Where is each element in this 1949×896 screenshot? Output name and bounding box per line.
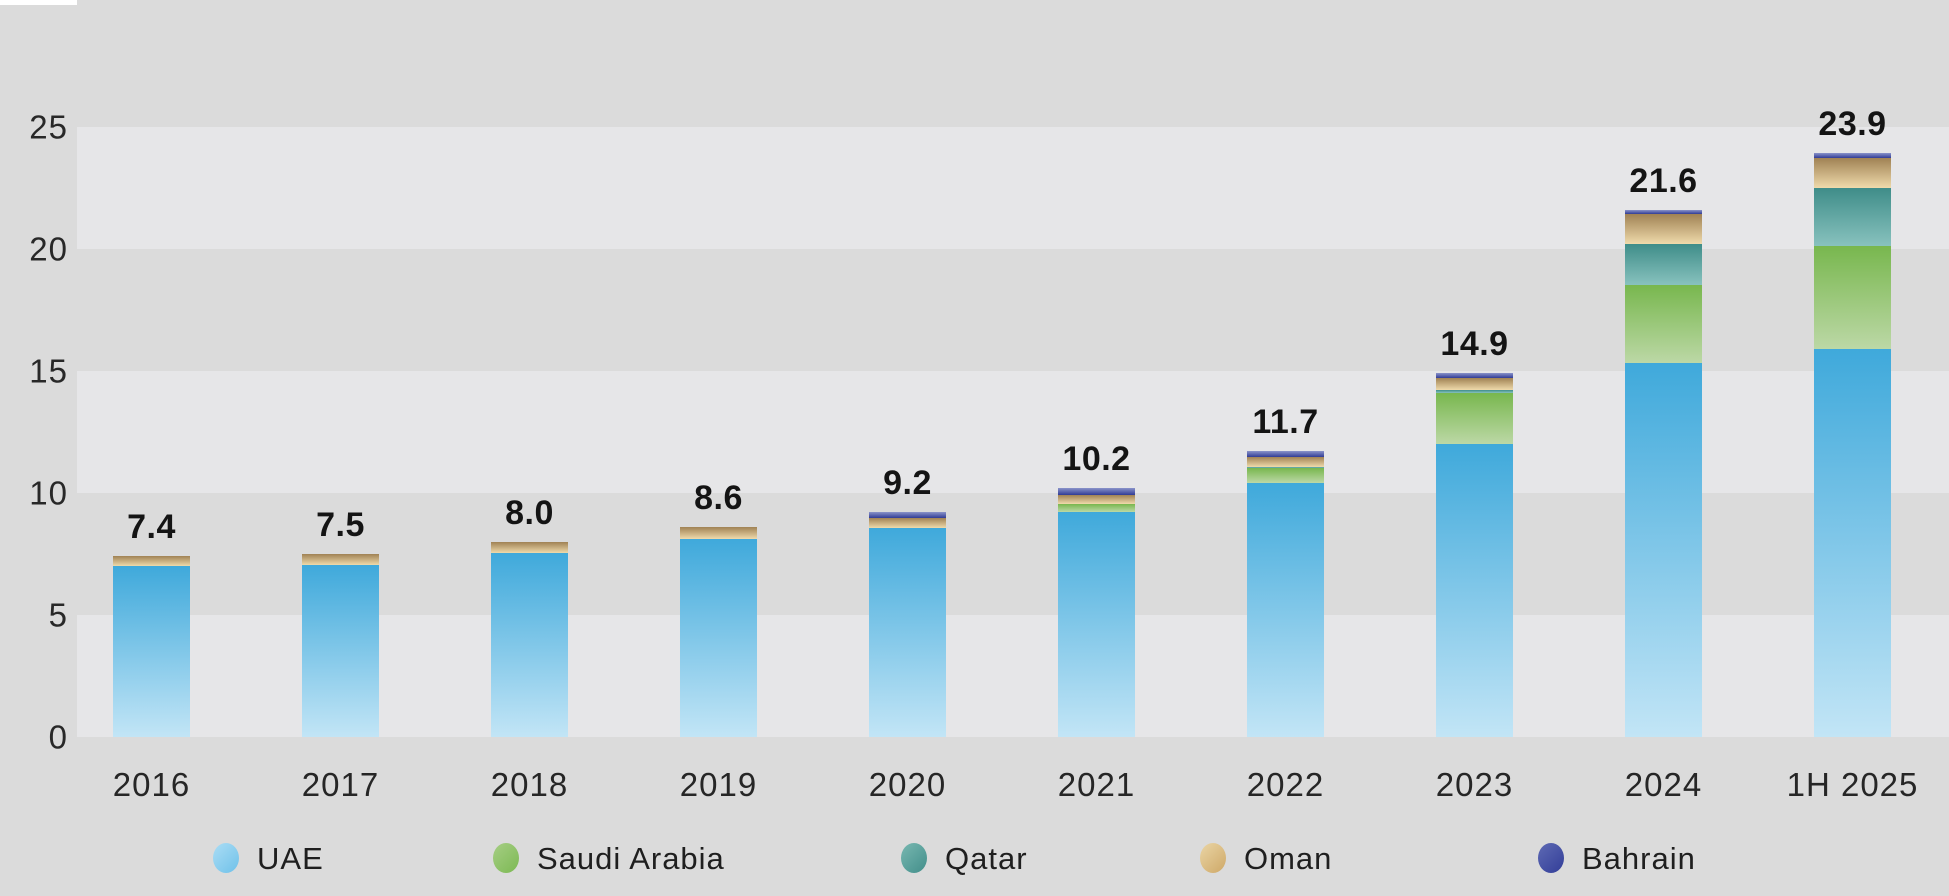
bar-segment-oman (1247, 457, 1324, 468)
decorative-corner-chip (0, 0, 77, 5)
bar-segment-oman (1058, 495, 1135, 504)
bar-segment-qatar (1436, 390, 1513, 393)
bar-segment-uae (680, 539, 757, 737)
legend-swatch-oman-icon (1200, 843, 1226, 873)
legend-swatch-saudi-arabia-icon (493, 843, 519, 873)
bar-segment-bahrain (1436, 373, 1513, 379)
bar-segment-uae (1247, 483, 1324, 737)
bar-segment-oman (869, 518, 946, 529)
bar-segment-oman (1625, 214, 1702, 244)
bar-segment-oman (680, 527, 757, 540)
bar-stack-2017 (302, 553, 379, 737)
bar-segment-uae (1436, 443, 1513, 737)
legend-swatch-bahrain-icon (1538, 843, 1564, 873)
legend-swatch-uae-icon (213, 843, 239, 873)
legend-label: UAE (257, 840, 324, 876)
bar-total-label: 23.9 (1818, 105, 1887, 144)
legend-item-bahrain: Bahrain (1538, 841, 1696, 875)
bar-total-label: 7.4 (127, 508, 176, 547)
legend-item-qatar: Qatar (901, 841, 1028, 875)
bar-segment-oman (1814, 158, 1891, 188)
bar-stack-2020 (869, 512, 946, 737)
legend-label: Saudi Arabia (537, 840, 725, 876)
bar-stack-2019 (680, 527, 757, 737)
x-axis-label-2021: 2021 (1057, 766, 1136, 803)
bar-segment-bahrain (1625, 209, 1702, 215)
x-axis-label-2024: 2024 (1624, 766, 1703, 803)
x-axis-label-2022: 2022 (1246, 766, 1325, 803)
bar-segment-uae (113, 566, 190, 737)
bar-stack-2016 (113, 556, 190, 737)
y-axis-tick-label: 0 (48, 718, 68, 756)
bar-segment-saudi-arabia (1058, 503, 1135, 513)
bar-segment-oman (1436, 378, 1513, 391)
bar-stack-2023 (1436, 373, 1513, 737)
bar-stack-2021 (1058, 487, 1135, 737)
bar-total-label: 14.9 (1440, 325, 1509, 364)
x-axis-label-2018: 2018 (490, 766, 569, 803)
x-axis-label-2020: 2020 (868, 766, 947, 803)
bar-segment-bahrain (1058, 487, 1135, 496)
bar-stack-2018 (491, 541, 568, 737)
legend-swatch-qatar-icon (901, 843, 927, 873)
y-axis-tick-label: 25 (29, 108, 68, 145)
legend-item-saudi-arabia: Saudi Arabia (493, 841, 725, 875)
y-axis-tick-label: 10 (29, 474, 68, 512)
bar-segment-qatar (1814, 187, 1891, 247)
bar-segment-bahrain (1814, 153, 1891, 159)
bar-segment-uae (302, 564, 379, 737)
bar-segment-saudi-arabia (1436, 392, 1513, 444)
legend-label: Oman (1244, 840, 1333, 876)
bar-segment-qatar (1247, 467, 1324, 469)
bar-segment-uae (1625, 363, 1702, 737)
bar-segment-uae (1058, 512, 1135, 737)
x-axis-label-2023: 2023 (1435, 766, 1514, 803)
bar-segment-oman (491, 541, 568, 553)
x-axis-label-1h-2025: 1H 2025 (1786, 766, 1919, 803)
x-axis-label-2019: 2019 (679, 766, 758, 803)
bar-stack-2024 (1625, 209, 1702, 737)
bar-total-label: 8.0 (505, 493, 554, 532)
bar-segment-bahrain (1247, 451, 1324, 458)
bar-segment-bahrain (869, 512, 946, 519)
bar-segment-saudi-arabia (1814, 246, 1891, 349)
bar-total-label: 7.5 (316, 505, 365, 544)
bar-segment-uae (869, 528, 946, 737)
legend-label: Qatar (945, 840, 1028, 876)
bar-stack-1h-2025 (1814, 153, 1891, 737)
legend-label: Bahrain (1582, 840, 1696, 876)
bar-total-label: 21.6 (1629, 161, 1698, 200)
bar-total-label: 11.7 (1252, 403, 1319, 442)
bar-stack-2022 (1247, 451, 1324, 737)
x-axis-label-2016: 2016 (112, 766, 191, 803)
y-axis-tick-label: 5 (48, 596, 68, 634)
bar-segment-uae (491, 552, 568, 737)
bar-segment-uae (1814, 348, 1891, 737)
y-axis-tick-label: 20 (29, 230, 68, 268)
legend-item-uae: UAE (213, 841, 324, 875)
bar-total-label: 9.2 (883, 464, 932, 503)
bar-segment-saudi-arabia (1247, 468, 1324, 484)
bar-total-label: 8.6 (694, 478, 743, 517)
x-axis-label-2017: 2017 (301, 766, 380, 803)
bar-total-label: 10.2 (1062, 439, 1131, 478)
bar-segment-qatar (1625, 243, 1702, 286)
legend-item-oman: Oman (1200, 841, 1332, 875)
bar-segment-oman (113, 556, 190, 567)
bar-segment-saudi-arabia (1625, 285, 1702, 364)
y-axis-tick-label: 15 (29, 352, 68, 390)
bar-segment-oman (302, 553, 379, 565)
